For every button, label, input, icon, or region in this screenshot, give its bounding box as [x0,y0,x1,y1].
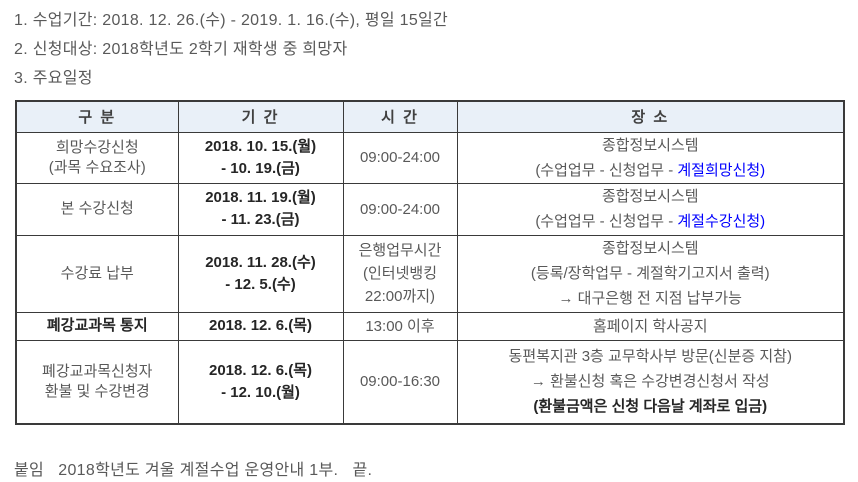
table-row: 본 수강신청 2018. 11. 19.(월) - 11. 23.(금) 09:… [15,182,845,236]
cell-time: 은행업무시간 (인터넷뱅킹 22:00까지) [342,234,458,313]
menu-path-text: (수업업무 - 신청업무 - [535,213,678,230]
period-line: 2018. 12. 6.(목) [208,317,313,334]
time-line: (인터넷뱅킹 [363,265,437,282]
place-line: 종합정보시스템 [601,188,699,205]
intro-line-eligibility: 2. 신청대상: 2018학년도 2학기 재학생 중 희망자 [14,41,348,58]
cell-category: 폐강교과목 통지 [15,311,179,341]
menu-path-text: (수업업무 - 신청업무 - [535,161,678,179]
cell-time: 09:00-16:30 [342,339,458,425]
category-line: 환불 및 수강변경 [44,382,150,400]
period-line: - 12. 5.(수) [225,275,296,293]
table-row: 수강료 납부 2018. 11. 28.(수) - 12. 5.(수) 은행업무… [15,234,845,313]
period-line: - 12. 10.(월) [221,383,300,401]
table-row: 폐강교과목 통지 2018. 12. 6.(목) 13:00 이후 홈페이지 학… [15,311,845,341]
cell-category: 폐강교과목신청자 환불 및 수강변경 [15,339,179,425]
cell-time: 13:00 이후 [342,311,458,341]
place-line: (등록/장학업무 - 계절학기고지서 출력) [530,265,770,282]
attachment-note: 붙임 2018학년도 겨울 계절수업 운영안내 1부. 끝. [14,462,373,479]
intro-line-schedule-heading: 3. 주요일정 [14,70,93,87]
time-line: 09:00-16:30 [359,373,441,391]
col-header-place: 장 소 [456,100,845,133]
category-line: 폐강교과목신청자 [42,362,153,380]
table-row: 희망수강신청 (과목 수요조사) 2018. 10. 15.(월) - 10. … [15,131,845,184]
place-line: (수업업무 - 신청업무 - 계절희망신청) [458,158,843,183]
time-line: 13:00 이후 [365,317,435,335]
header-row: 구 분 기 간 시 간 장 소 [15,100,845,133]
cell-time: 09:00-24:00 [342,131,458,184]
category-line: 수강료 납부 [60,264,134,282]
cell-period: 2018. 12. 6.(목) - 12. 10.(월) [177,339,344,425]
schedule-table: 구 분 기 간 시 간 장 소 희망수강신청 (과목 수요조사) 2018. 1… [15,100,845,425]
cell-period: 2018. 12. 6.(목) [177,311,344,341]
place-line: 종합정보시스템 [601,240,699,257]
period-line: 2018. 10. 15.(월) [204,137,317,155]
time-line: 은행업무시간 [358,242,442,259]
time-line: 09:00-24:00 [359,200,441,218]
period-line: 2018. 12. 6.(목) [208,361,313,379]
category-line: 폐강교과목 통지 [46,317,148,334]
table-row: 폐강교과목신청자 환불 및 수강변경 2018. 12. 6.(목) - 12.… [15,339,845,425]
place-line: → 환불신청 혹은 수강변경신청서 작성 [530,373,770,391]
time-line: 22:00까지) [364,288,436,305]
place-line: → 대구은행 전 지점 납부가능 [558,290,742,307]
cell-category: 본 수강신청 [15,182,179,236]
cell-period: 2018. 11. 19.(월) - 11. 23.(금) [177,182,344,236]
category-line: 본 수강신청 [60,200,134,217]
place-line-emphasis: (환불금액은 신청 다음날 계좌로 입금) [533,398,768,416]
col-header-time: 시 간 [342,100,458,133]
time-line: 09:00-24:00 [359,149,441,166]
menu-path-highlight: 계절희망신청) [677,161,766,179]
period-line: - 11. 23.(금) [221,211,300,228]
place-line: 동편복지관 3층 교무학사부 방문(신분증 지참) [508,348,792,366]
cell-period: 2018. 10. 15.(월) - 10. 19.(금) [177,131,344,184]
place-line: (수업업무 - 신청업무 - 계절수강신청) [458,209,843,234]
menu-path-highlight: 계절수강신청) [677,213,766,230]
col-header-category: 구 분 [15,100,179,133]
period-line: - 10. 19.(금) [221,159,300,177]
cell-place: 홈페이지 학사공지 [456,311,845,341]
cell-place: 종합정보시스템 (수업업무 - 신청업무 - 계절수강신청) [456,182,845,236]
cell-category: 수강료 납부 [15,234,179,313]
cell-category: 희망수강신청 (과목 수요조사) [15,131,179,184]
category-line: 희망수강신청 [55,138,139,156]
col-header-period: 기 간 [177,100,344,133]
place-line: 홈페이지 학사공지 [592,317,708,335]
cell-place: 종합정보시스템 (수업업무 - 신청업무 - 계절희망신청) [456,131,845,184]
cell-place: 동편복지관 3층 교무학사부 방문(신분증 지참) → 환불신청 혹은 수강변경… [456,339,845,425]
place-line: 종합정보시스템 [601,136,699,154]
category-line: (과목 수요조사) [48,158,146,176]
cell-place: 종합정보시스템 (등록/장학업무 - 계절학기고지서 출력) → 대구은행 전 … [456,234,845,313]
cell-time: 09:00-24:00 [342,182,458,236]
period-line: 2018. 11. 28.(수) [205,253,316,271]
cell-period: 2018. 11. 28.(수) - 12. 5.(수) [177,234,344,313]
period-line: 2018. 11. 19.(월) [205,189,316,206]
intro-line-class-period: 1. 수업기간: 2018. 12. 26.(수) - 2019. 1. 16.… [14,12,449,29]
